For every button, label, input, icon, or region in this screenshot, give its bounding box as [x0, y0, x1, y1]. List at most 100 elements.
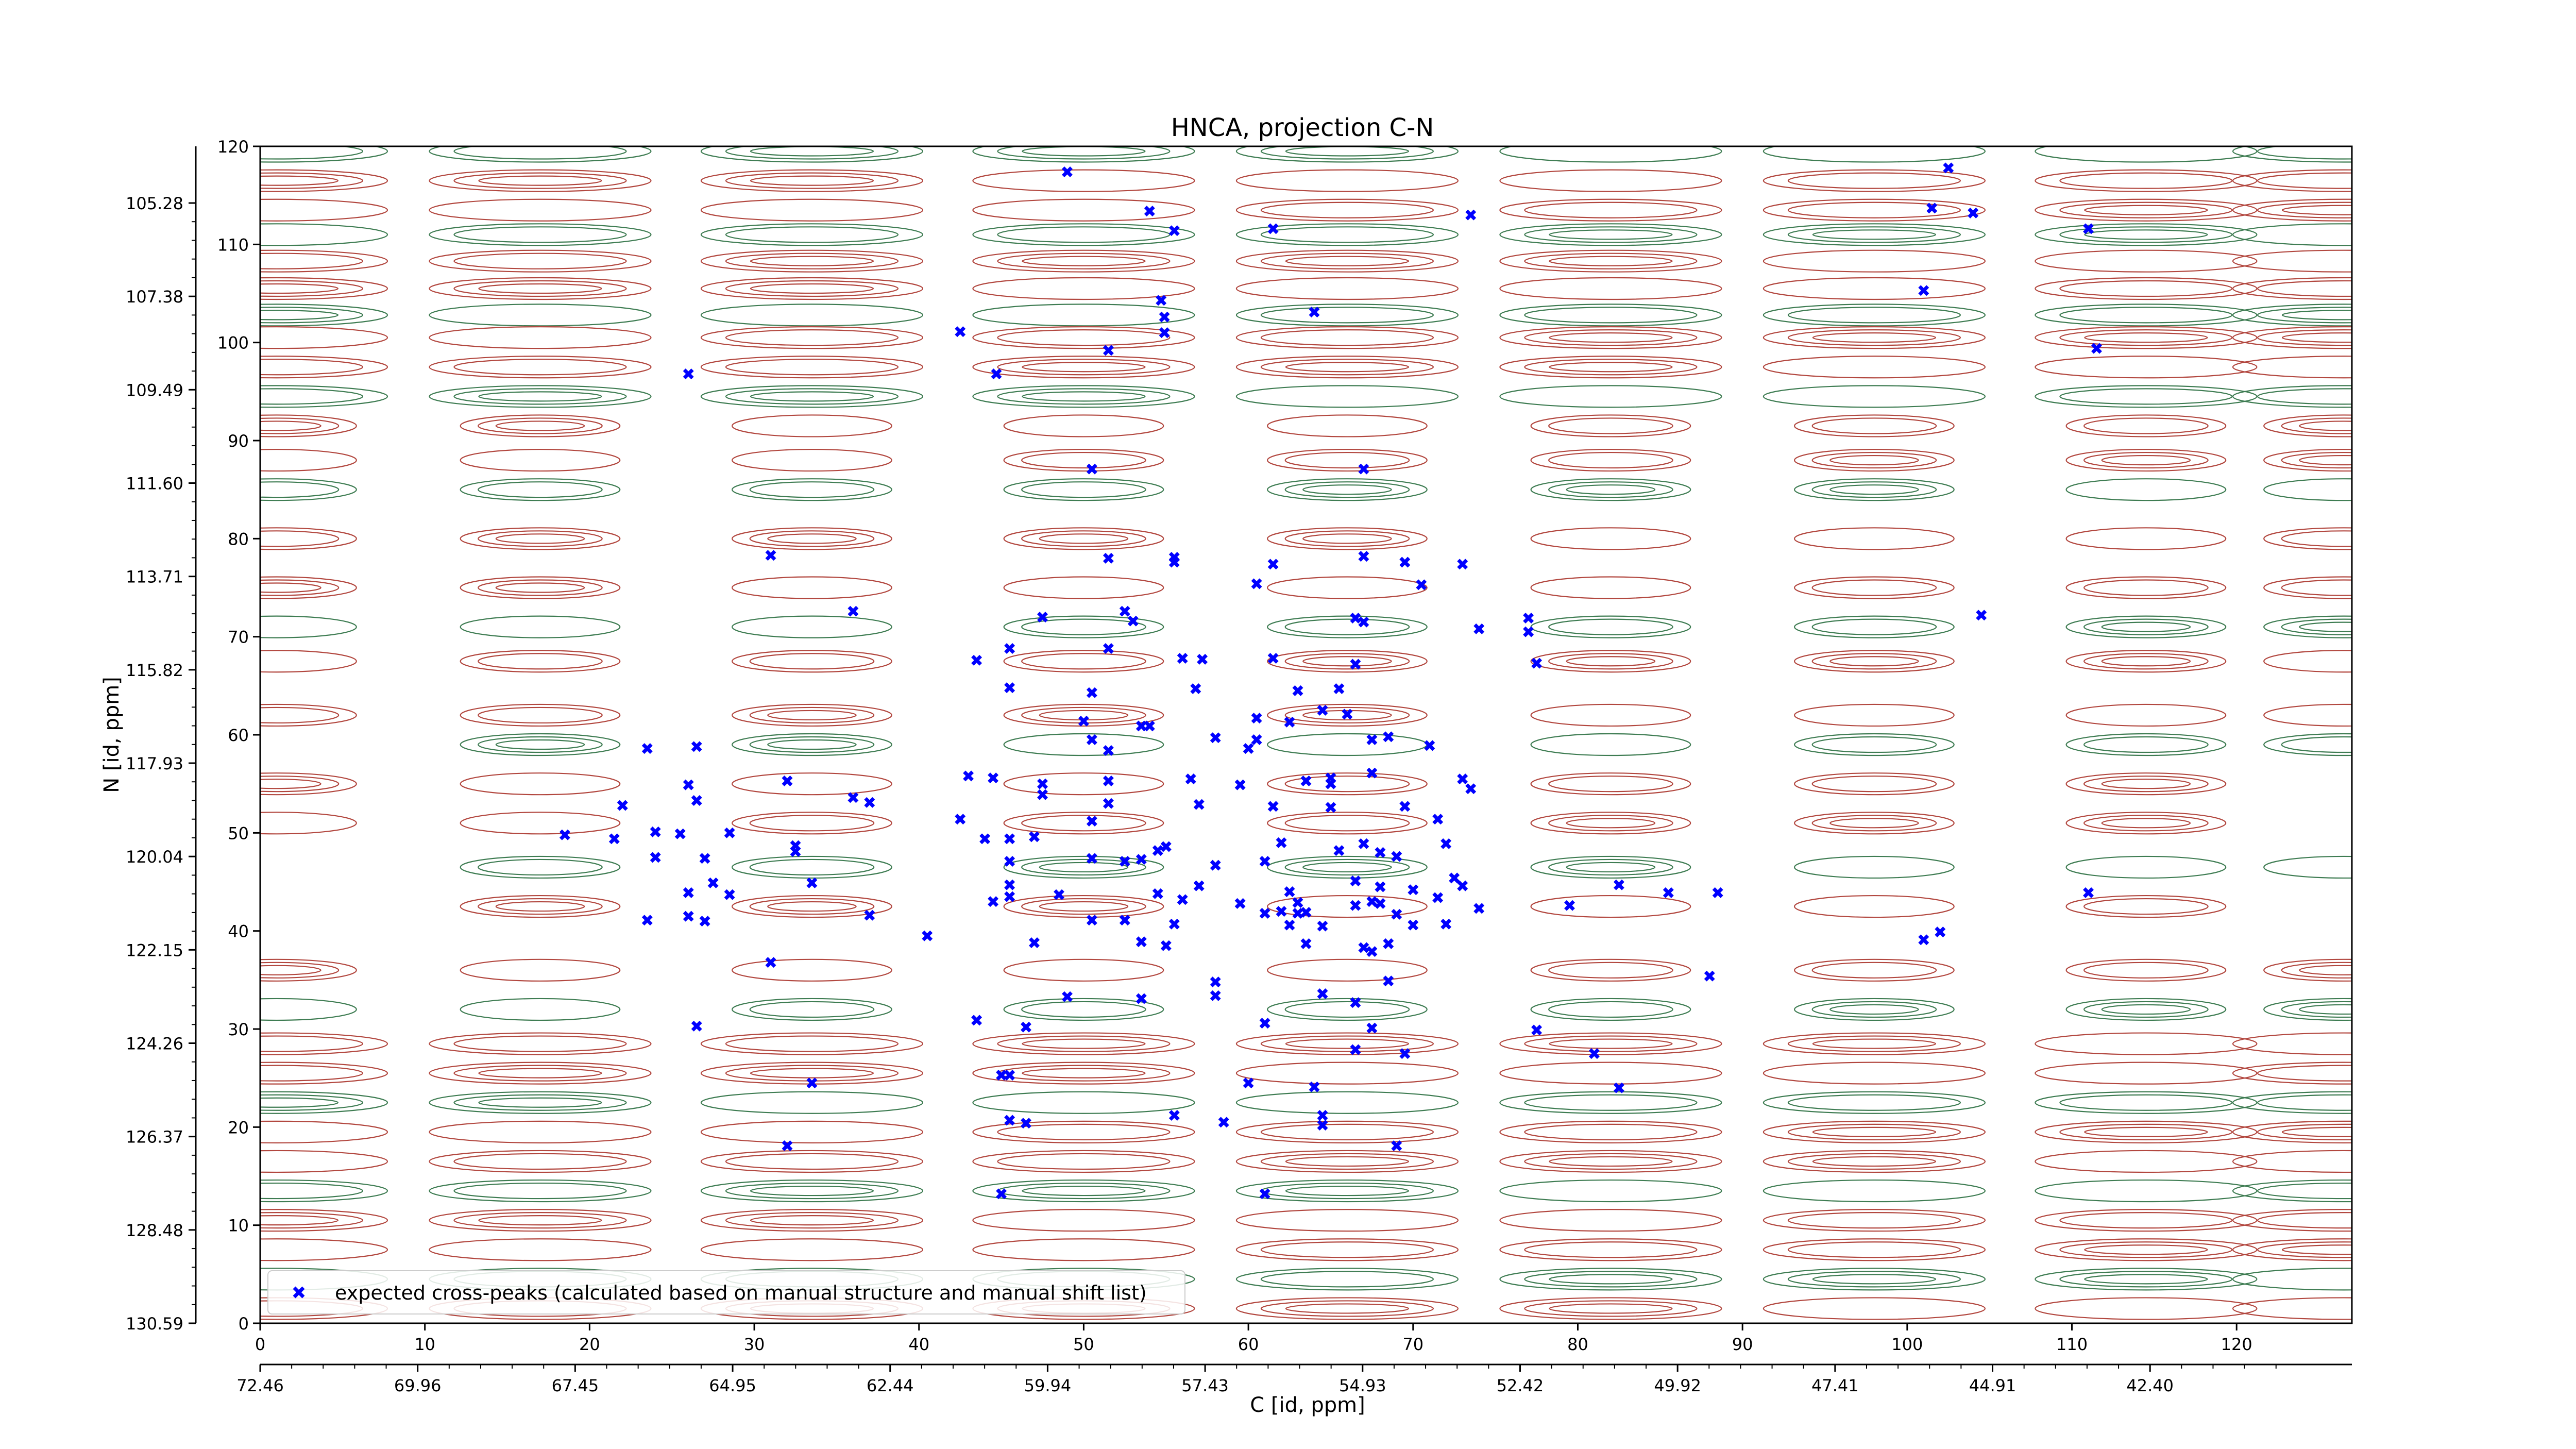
cross-peak-marker	[691, 741, 702, 752]
contour-ring	[2281, 1001, 2352, 1018]
contour-ring	[725, 388, 899, 405]
contour-ring	[260, 478, 357, 501]
y-tick-label: 40	[228, 922, 249, 941]
ppm-x-tick-label: 52.42	[1497, 1376, 1544, 1395]
contour-ring	[1499, 304, 1722, 327]
contour-ring	[1794, 772, 1955, 796]
contour-ring	[2281, 962, 2352, 979]
contour-ring	[1762, 1268, 1986, 1291]
contour-ring	[2281, 1126, 2352, 1137]
contour-ring	[732, 895, 892, 918]
contour-ring	[1530, 855, 1691, 879]
cross-peak-marker	[1300, 776, 1312, 786]
contour-ring	[2035, 1032, 2258, 1055]
cross-peak-marker	[1267, 653, 1279, 664]
contour-ring	[1530, 733, 1691, 756]
contour-ring	[260, 1120, 388, 1143]
contour-ring	[972, 198, 1195, 222]
contour-ring	[1812, 1038, 1937, 1049]
contour-ring	[750, 1185, 874, 1197]
contour-ring	[1548, 417, 1673, 434]
contour-ring	[732, 958, 892, 982]
ppm-x-tick-label: 47.41	[1811, 1376, 1859, 1395]
cross-peak-marker	[1259, 856, 1270, 867]
cross-peak-marker	[1197, 653, 1208, 665]
cross-peak-marker	[790, 846, 801, 857]
contour-ring	[2084, 1274, 2208, 1285]
contour-ring	[1499, 277, 1722, 300]
cross-peak-marker	[1136, 854, 1147, 865]
contour-ring	[1787, 1153, 1961, 1170]
cross-peak-marker	[691, 1020, 702, 1032]
contour-ring	[453, 359, 627, 376]
contour-ring	[2281, 618, 2352, 635]
contour-ring	[460, 615, 621, 638]
x-tick-label: 110	[2056, 1335, 2088, 1354]
cross-peak-marker	[683, 887, 694, 898]
contour-ring	[1235, 1120, 1459, 1143]
contour-ring	[1499, 223, 1722, 246]
contour-ring	[260, 579, 340, 596]
contour-ring	[260, 146, 364, 160]
contour-ring	[1235, 1032, 1459, 1055]
contour-ring	[1549, 362, 1673, 373]
contour-ring	[1530, 703, 1691, 727]
contour-ring	[1284, 1001, 1410, 1018]
cross-peak-marker	[1613, 879, 1624, 890]
contour-ring	[1039, 710, 1129, 721]
cross-peak-marker	[1103, 345, 1114, 356]
contour-ring	[1530, 895, 1691, 918]
x-tick-label: 60	[1238, 1335, 1259, 1354]
contour-ring	[453, 1153, 627, 1170]
ppm-x-tick-label: 59.94	[1024, 1376, 1072, 1395]
contour-ring	[429, 1091, 652, 1114]
contour-ring	[2232, 198, 2352, 222]
contour-ring	[1022, 1185, 1146, 1197]
contour-ring	[1794, 855, 1955, 879]
contour-ring	[972, 385, 1195, 408]
contour-ring	[1499, 1032, 1722, 1055]
contour-ring	[478, 579, 603, 596]
contour-ring	[2083, 898, 2209, 915]
contour-ring	[429, 146, 652, 163]
cross-peak-marker	[1366, 734, 1378, 745]
cross-peak-marker	[1136, 936, 1147, 948]
contour-ring	[260, 283, 339, 294]
y-tick-label: 50	[228, 823, 249, 843]
cross-peak-marker	[1276, 906, 1287, 917]
contour-ring	[1235, 1150, 1459, 1173]
contour-ring	[460, 650, 621, 673]
contour-ring	[1548, 962, 1673, 979]
contour-ring	[1499, 198, 1722, 222]
cross-peak-marker	[559, 829, 570, 840]
contour-ring	[1530, 812, 1691, 835]
contour-ring	[2257, 388, 2352, 405]
cross-peak-marker	[1259, 1188, 1270, 1200]
cross-peak-marker	[1004, 879, 1015, 890]
ppm-x-tick-label: 57.43	[1181, 1376, 1229, 1395]
contour-ring	[725, 280, 899, 297]
x-tick-label: 100	[1891, 1335, 1923, 1354]
cross-peak-marker	[1292, 907, 1303, 919]
contour-ring	[260, 481, 340, 498]
contour-ring	[2065, 703, 2227, 727]
cross-peak-marker	[765, 957, 776, 968]
contour-ring	[2083, 579, 2209, 596]
cross-peak-marker	[1531, 658, 1543, 669]
contour-ring	[2232, 223, 2352, 246]
y-tick-label: 0	[239, 1314, 249, 1334]
contour-ring	[1794, 527, 1955, 550]
x-tick-label: 0	[255, 1335, 265, 1354]
ppm-y-tick-label: 105.28	[126, 194, 183, 213]
cross-peak-marker	[1103, 552, 1114, 564]
contour-ring	[1302, 656, 1392, 667]
contour-ring	[1267, 527, 1428, 550]
contour-ring	[1267, 650, 1428, 673]
contour-ring	[725, 1153, 899, 1170]
contour-ring	[2035, 116, 2257, 138]
contour-ring	[460, 958, 621, 982]
contour-ring	[732, 527, 892, 550]
contour-ring	[2035, 1120, 2258, 1143]
cross-peak-marker	[683, 911, 694, 922]
cross-peak-marker	[1457, 773, 1468, 785]
